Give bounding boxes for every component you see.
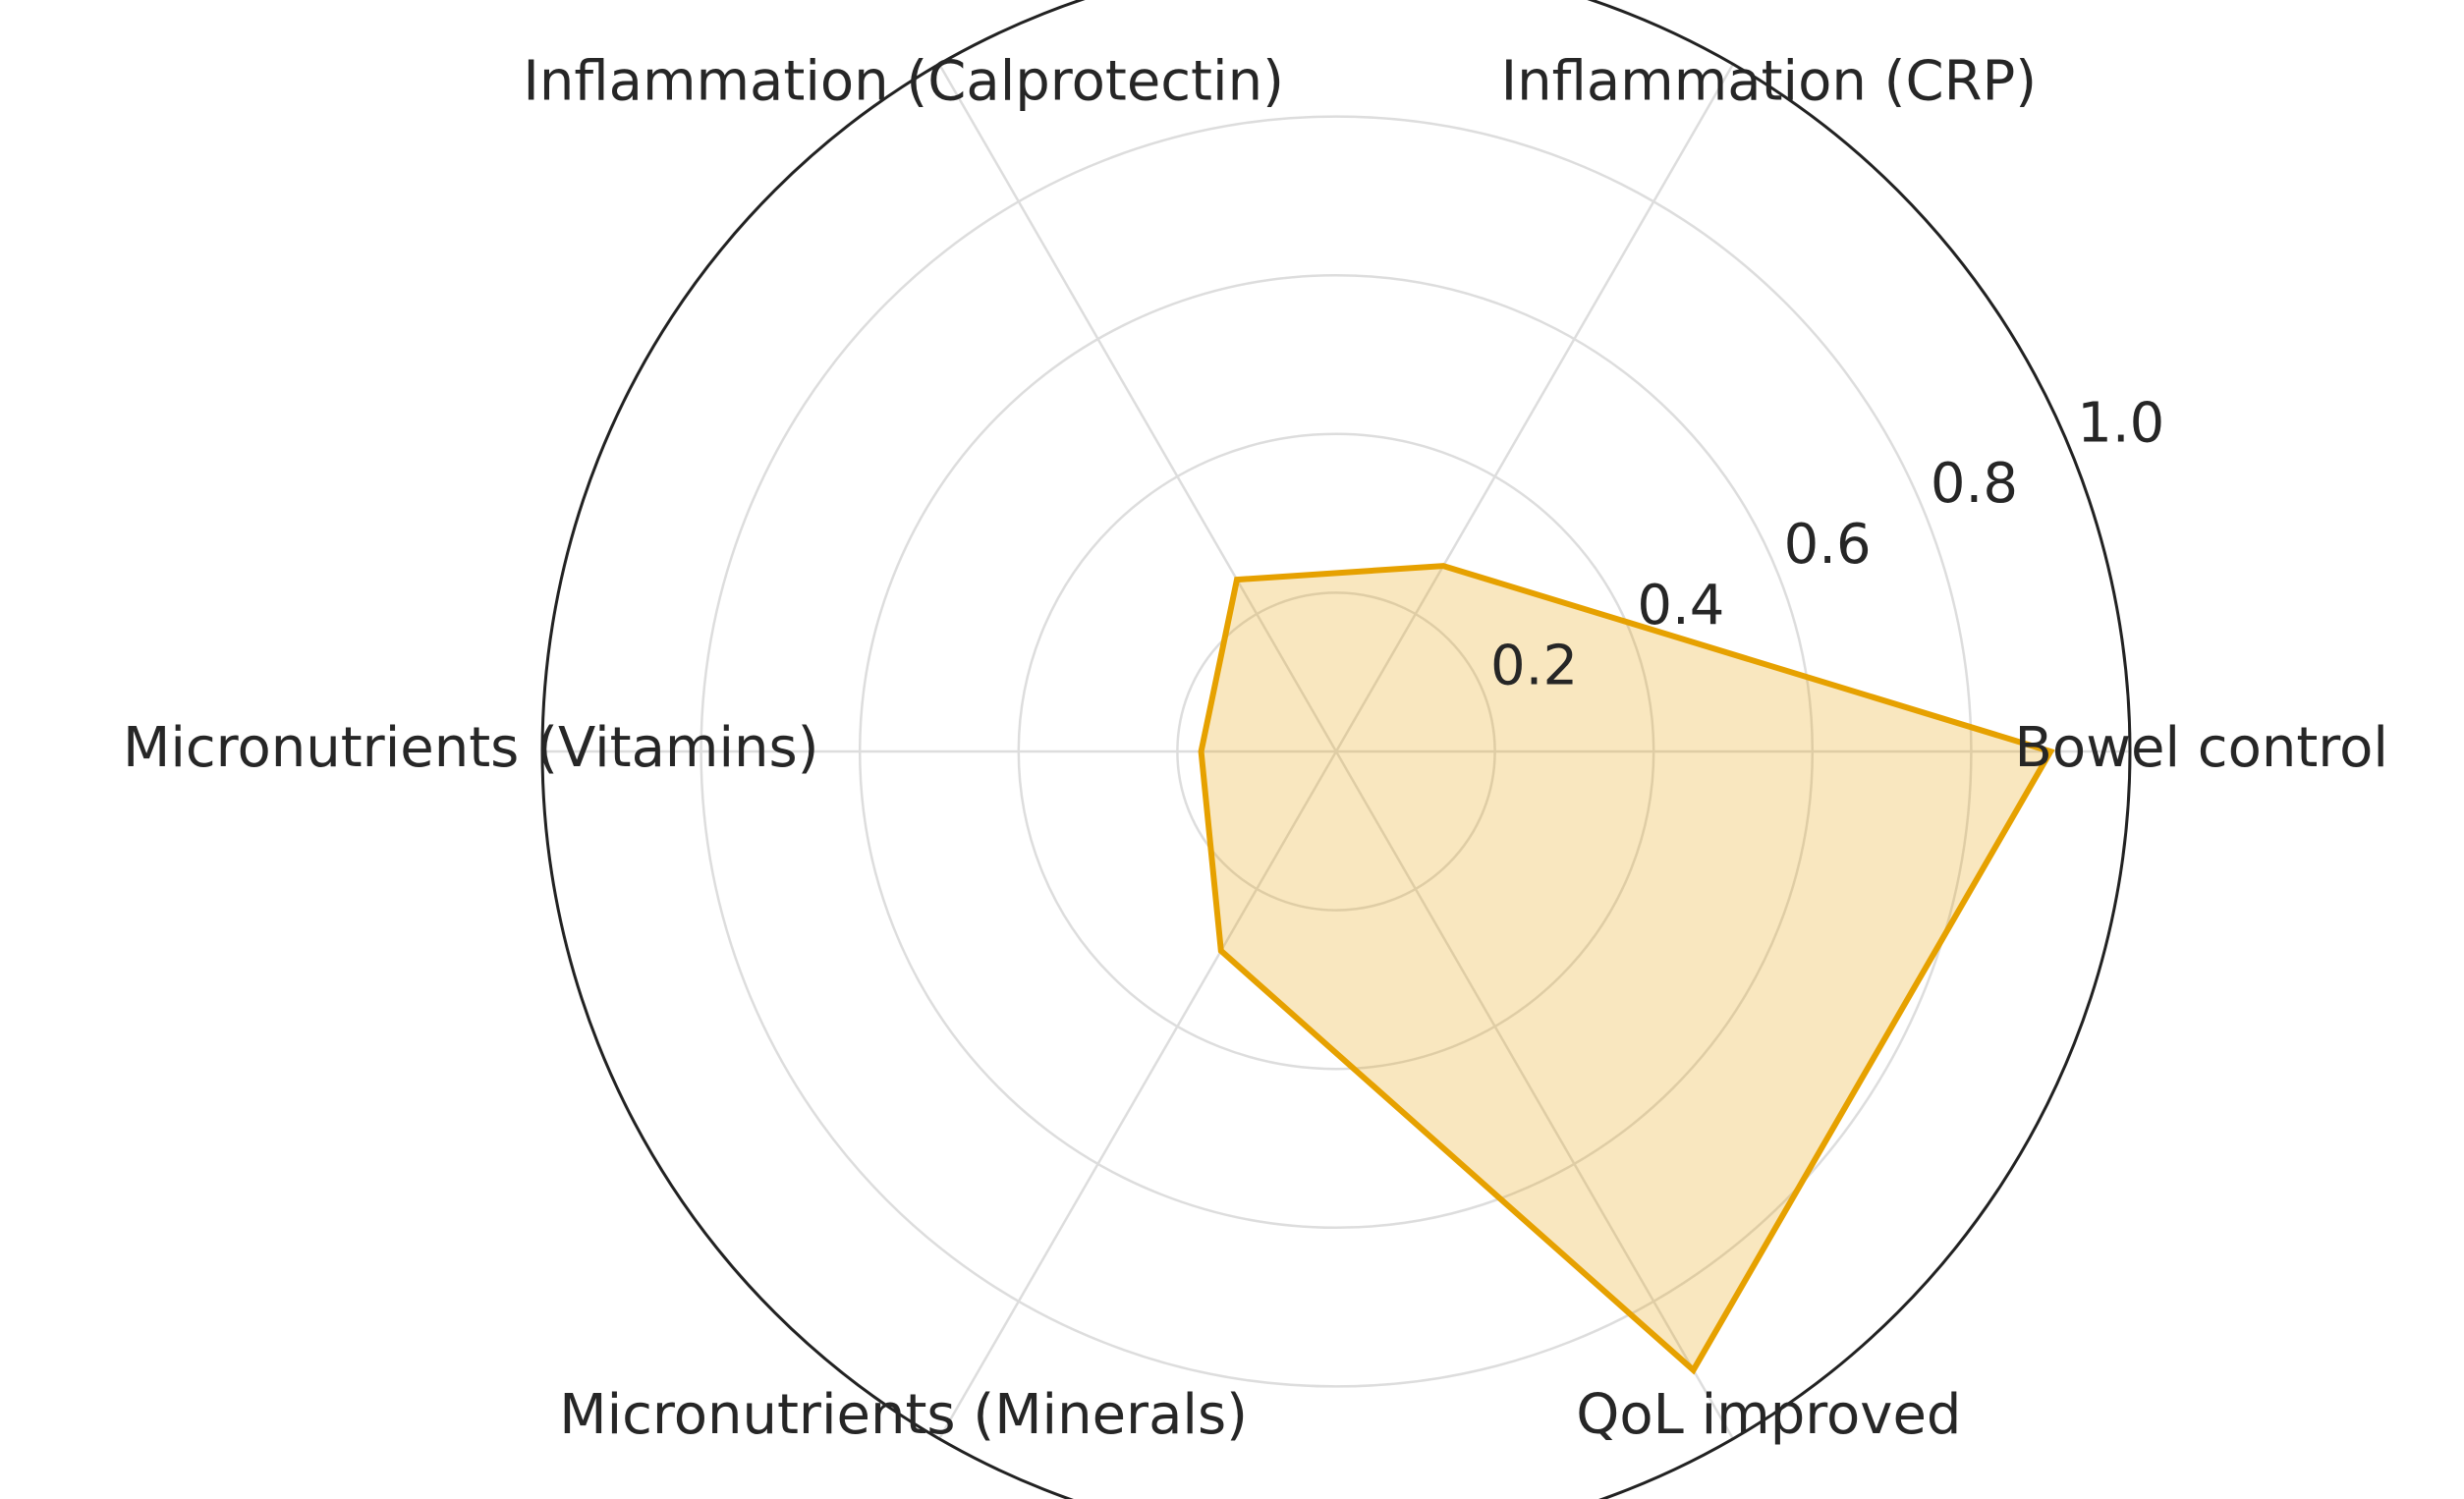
data-area bbox=[1198, 563, 2055, 1375]
r-tick-label: 1.0 bbox=[2077, 391, 2164, 455]
spoke bbox=[1334, 750, 1735, 1440]
category-label: Micronutrients (Vitamins) bbox=[123, 716, 819, 780]
category-label: Inflammation (CRP) bbox=[1501, 49, 2038, 113]
category-label: Micronutrients (Minerals) bbox=[559, 1383, 1248, 1447]
polar-spine bbox=[540, 0, 2132, 1499]
r-tick-label: 0.4 bbox=[1637, 574, 1724, 638]
category-label: QoL improved bbox=[1576, 1383, 1961, 1447]
r-tick-label: 0.8 bbox=[1931, 452, 2018, 516]
spoke bbox=[937, 750, 1338, 1440]
spoke bbox=[1334, 63, 1735, 752]
spoke bbox=[937, 63, 1338, 752]
category-label: Bowel control bbox=[2015, 716, 2388, 780]
r-tick-label: 0.6 bbox=[1784, 513, 1872, 577]
category-label: Inflammation (Calprotectin) bbox=[523, 49, 1284, 113]
r-tick-label: 0.2 bbox=[1490, 635, 1578, 698]
